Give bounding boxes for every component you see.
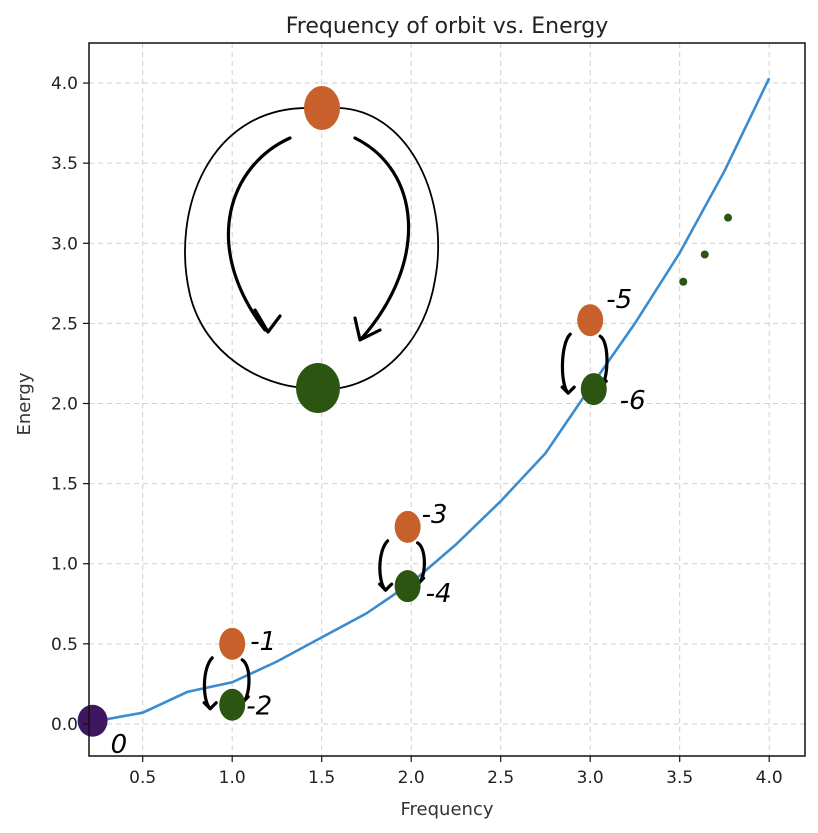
y-tick-label: 4.0 (51, 74, 78, 94)
point-label: -3 (422, 500, 448, 530)
plot-frame (88, 42, 806, 757)
tick-layer: 0.5 1.0 1.5 2.0 2.5 3.0 3.5 4.0 0.0 0.5 1.0 1.5 2.0 2… (51, 74, 783, 788)
x-tick-label: 2.0 (398, 768, 425, 788)
orbit-loop (184, 107, 439, 389)
y-tick-label: 0.5 (51, 635, 78, 655)
transition-arrow (560, 332, 572, 395)
arrow-head (560, 385, 576, 395)
data-point (394, 510, 421, 543)
data-point (394, 570, 421, 603)
x-tick-label: 1.0 (219, 768, 246, 788)
arrow-head (253, 308, 282, 334)
grid (89, 43, 805, 756)
x-tick-label: 2.5 (487, 768, 514, 788)
y-tick-label: 3.5 (51, 154, 78, 174)
y-tick-label: 2.5 (51, 314, 78, 334)
y-tick-label: 1.5 (51, 475, 78, 495)
x-tick-label: 3.5 (666, 768, 693, 788)
point-label: -6 (620, 386, 646, 416)
transition-arrow (378, 539, 390, 592)
y-tick-label: 1.0 (51, 555, 78, 575)
inset-arrow-right (353, 136, 411, 340)
arrow-head (202, 701, 218, 711)
y-axis-label: Energy (14, 372, 35, 435)
data-point (577, 304, 604, 337)
transition-arrow (202, 656, 214, 711)
y-tick-label: 3.0 (51, 234, 78, 254)
x-tick-label: 1.5 (308, 768, 335, 788)
data-point (724, 213, 733, 222)
x-tick-label: 4.0 (756, 768, 783, 788)
arrow-head (378, 582, 394, 592)
inset-green-dot (296, 363, 340, 413)
x-tick-label: 0.5 (129, 768, 156, 788)
inset-arrow-left (226, 136, 292, 332)
x-tick-label: 3.0 (577, 768, 604, 788)
arrow-head (353, 316, 382, 342)
point-label: -1 (250, 627, 276, 657)
point-label: 0 (111, 730, 128, 760)
annotation-layer (184, 107, 609, 711)
curve-layer (97, 77, 771, 723)
y-tick-label: 0.0 (51, 715, 78, 735)
chart-title: Frequency of orbit vs. Energy (286, 14, 609, 39)
point-label: -5 (606, 285, 632, 315)
point-label: -4 (426, 579, 452, 609)
x-axis-label: Frequency (401, 799, 494, 820)
marker-layer (77, 86, 733, 737)
data-point (77, 704, 108, 737)
label-layer: 0 -1 -2 -3 -4 -5 -6 (111, 285, 646, 760)
data-point (700, 250, 709, 259)
point-label: -2 (246, 692, 272, 722)
data-point (580, 373, 607, 406)
series-line (97, 77, 771, 723)
y-tick-label: 2.0 (51, 395, 78, 415)
data-point (679, 277, 688, 286)
inset-orange-dot (304, 86, 340, 130)
data-point (219, 627, 246, 660)
data-point (219, 688, 246, 721)
